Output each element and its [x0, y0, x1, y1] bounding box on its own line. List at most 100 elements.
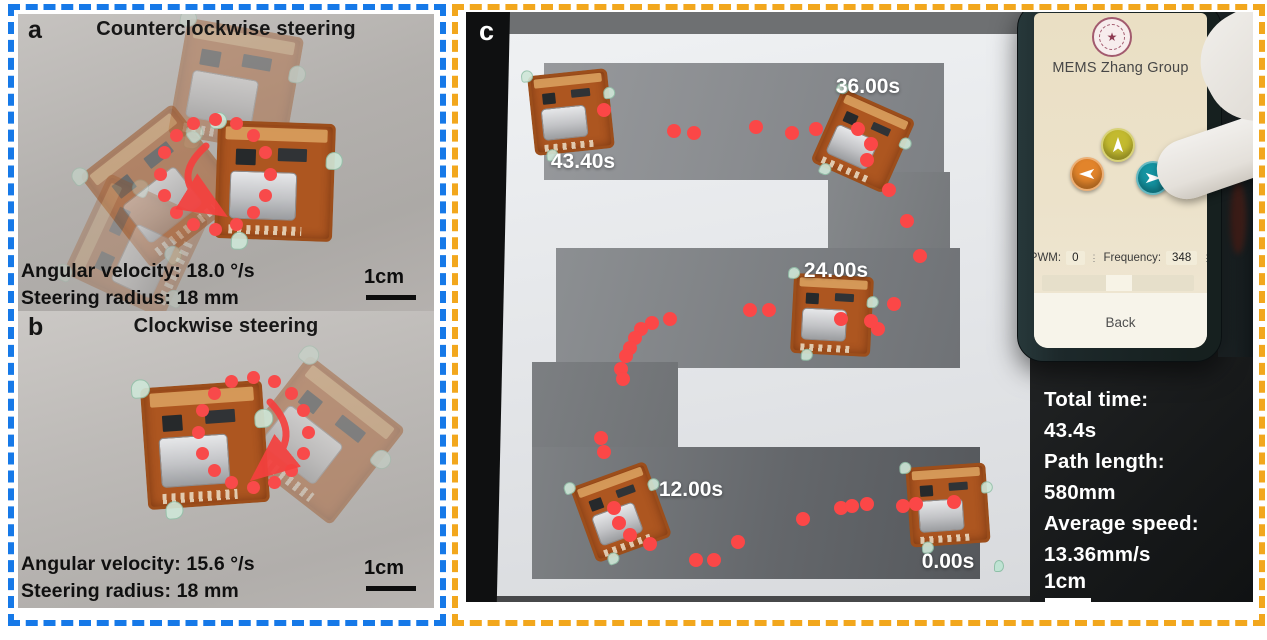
robot	[788, 267, 879, 362]
input-strip[interactable]	[1042, 275, 1194, 291]
trajectory-dot	[247, 206, 261, 220]
trajectory-dot	[259, 188, 273, 202]
trajectory-dot	[187, 218, 201, 232]
pwm-label: PWM:	[1034, 252, 1062, 264]
trajectory-dot	[191, 425, 205, 439]
trajectory-dot	[882, 183, 896, 197]
panel-a-scale-label: 1cm	[364, 266, 405, 288]
seal-star-icon: ★	[1099, 24, 1125, 50]
robot-leg-bead	[230, 231, 249, 250]
trajectory-dot	[860, 153, 874, 167]
trajectory-dot	[731, 535, 745, 549]
app-title: MEMS Zhang Group	[1052, 60, 1189, 76]
trajectory-dot	[187, 116, 201, 130]
trajectory-dot	[909, 497, 923, 511]
stats-line: Total time:	[1044, 388, 1149, 411]
right-panel-dashed-border	[452, 4, 1265, 626]
robot-chip	[161, 414, 184, 433]
up-arrow-icon	[1110, 137, 1126, 153]
panel-b-title: Clockwise steering	[133, 315, 319, 337]
stats-line: Average speed:	[1044, 512, 1199, 535]
trajectory-dot	[225, 374, 239, 388]
trajectory-dot	[887, 297, 901, 311]
panel-c-scalebar: 1cm	[1044, 570, 1091, 602]
right-arrow-icon	[1145, 172, 1161, 184]
trajectory-dot	[297, 404, 311, 418]
left-arrow-button[interactable]	[1070, 157, 1104, 191]
trajectory-dot	[208, 222, 222, 236]
stats-line: 13.36mm/s	[1044, 543, 1151, 566]
panel-c-scalebar-line	[1045, 598, 1091, 602]
parameter-row: PWM: 0 ⋮ Frequency: 348 ⋮	[1034, 251, 1207, 265]
robot-chip	[948, 481, 968, 492]
frequency-value[interactable]: 348	[1166, 251, 1198, 265]
trajectory-dot	[285, 386, 299, 400]
trajectory-dot	[913, 249, 927, 263]
robot-chip	[235, 148, 257, 165]
run-statistics: Total time: 43.4s Path length: 580mm Average…	[1044, 384, 1199, 570]
trajectory-dot	[785, 126, 799, 140]
trajectory-dot	[157, 188, 171, 202]
robot-chip	[919, 485, 934, 497]
table-edge-top	[494, 12, 1032, 34]
trajectory-dot	[643, 537, 657, 551]
trajectory-dot	[607, 501, 621, 515]
trajectory-dot	[796, 512, 810, 526]
trajectory-dot	[195, 404, 209, 418]
trajectory-dot	[267, 374, 281, 388]
panel-a-steering-radius: Steering radius: 18 mm	[21, 287, 239, 309]
panel-c-scale-label: 1cm	[1044, 570, 1087, 593]
panel-c-label: c	[479, 16, 495, 46]
trajectory-dot	[749, 120, 763, 134]
back-button[interactable]: Back	[1105, 315, 1136, 330]
trajectory-dot	[246, 480, 260, 494]
trajectory-dot	[259, 146, 273, 160]
panel-b-scalebar: 1cm	[364, 557, 416, 591]
panel-b-scalebar-line	[366, 586, 416, 591]
trajectory-dot	[864, 137, 878, 151]
stats-line: Path length:	[1044, 450, 1165, 473]
trajectory-dot	[208, 112, 222, 126]
trajectory-dot	[851, 122, 865, 136]
robot-battery	[158, 433, 231, 489]
trajectory-dot	[157, 146, 171, 160]
panel-a-scalebar-line	[366, 295, 416, 300]
trajectory-dot	[247, 128, 261, 142]
trajectory-dot	[207, 386, 221, 400]
table-edge-bottom	[494, 596, 1032, 602]
trajectory-dot	[743, 303, 757, 317]
timestamp-label: 43.40s	[550, 150, 616, 173]
trajectory-dot	[667, 124, 681, 138]
panel-b-photo: b Clockwise steering Angular velocity: 1…	[18, 311, 434, 608]
robot-chip	[805, 292, 820, 304]
trajectory-dot	[229, 218, 243, 232]
frequency-stepper[interactable]: ⋮	[1202, 252, 1207, 263]
trajectory-dot	[834, 312, 848, 326]
up-arrow-button[interactable]	[1101, 128, 1135, 162]
trajectory-dot	[594, 431, 608, 445]
pwm-stepper[interactable]: ⋮	[1089, 252, 1099, 263]
trajectory-dot	[645, 316, 659, 330]
pwm-value[interactable]: 0	[1066, 251, 1085, 265]
robot-chip	[205, 408, 236, 425]
trajectory-dot	[195, 446, 209, 460]
trajectory-dot	[689, 553, 703, 567]
trajectory-dot	[207, 464, 221, 478]
robot-leg-bead	[324, 152, 344, 171]
trajectory-dot	[623, 528, 637, 542]
trajectory-dot	[900, 214, 914, 228]
trajectory-dot	[809, 122, 823, 136]
trajectory-dot	[225, 476, 239, 490]
trajectory-dot	[947, 495, 961, 509]
trajectory-dot	[169, 128, 183, 142]
timestamp-label: 12.00s	[658, 478, 724, 501]
screen-lower-area: Back	[1034, 293, 1207, 348]
panel-c-photo: c ★ MEMS Zhang Group	[466, 12, 1253, 602]
trajectory-dot	[263, 167, 277, 181]
trajectory-dot	[597, 103, 611, 117]
panel-a-title: Counterclockwise steering	[96, 18, 356, 40]
trajectory-dot	[169, 206, 183, 220]
trajectory-dot	[707, 553, 721, 567]
frequency-label: Frequency:	[1103, 252, 1162, 264]
